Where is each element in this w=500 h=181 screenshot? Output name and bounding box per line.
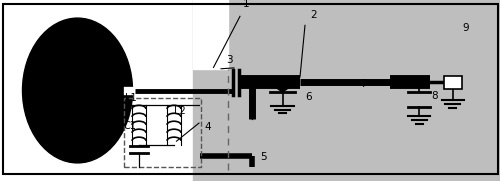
Polygon shape: [270, 83, 294, 92]
Text: 5: 5: [260, 152, 266, 162]
Text: 1: 1: [242, 0, 249, 9]
Text: C1: C1: [124, 121, 137, 131]
Bar: [444, 76, 462, 89]
Text: 6: 6: [305, 92, 312, 102]
Text: 2: 2: [310, 10, 316, 20]
Bar: [124, 98, 201, 167]
Text: L1: L1: [125, 93, 136, 103]
Text: 3: 3: [226, 55, 232, 65]
Text: L2: L2: [174, 106, 186, 116]
Ellipse shape: [22, 18, 132, 163]
Text: 9: 9: [462, 23, 468, 33]
Text: 7: 7: [360, 79, 366, 89]
Bar: [192, 0, 228, 69]
Text: 4: 4: [204, 122, 210, 132]
Text: 8: 8: [431, 91, 438, 101]
Bar: [192, 0, 500, 181]
